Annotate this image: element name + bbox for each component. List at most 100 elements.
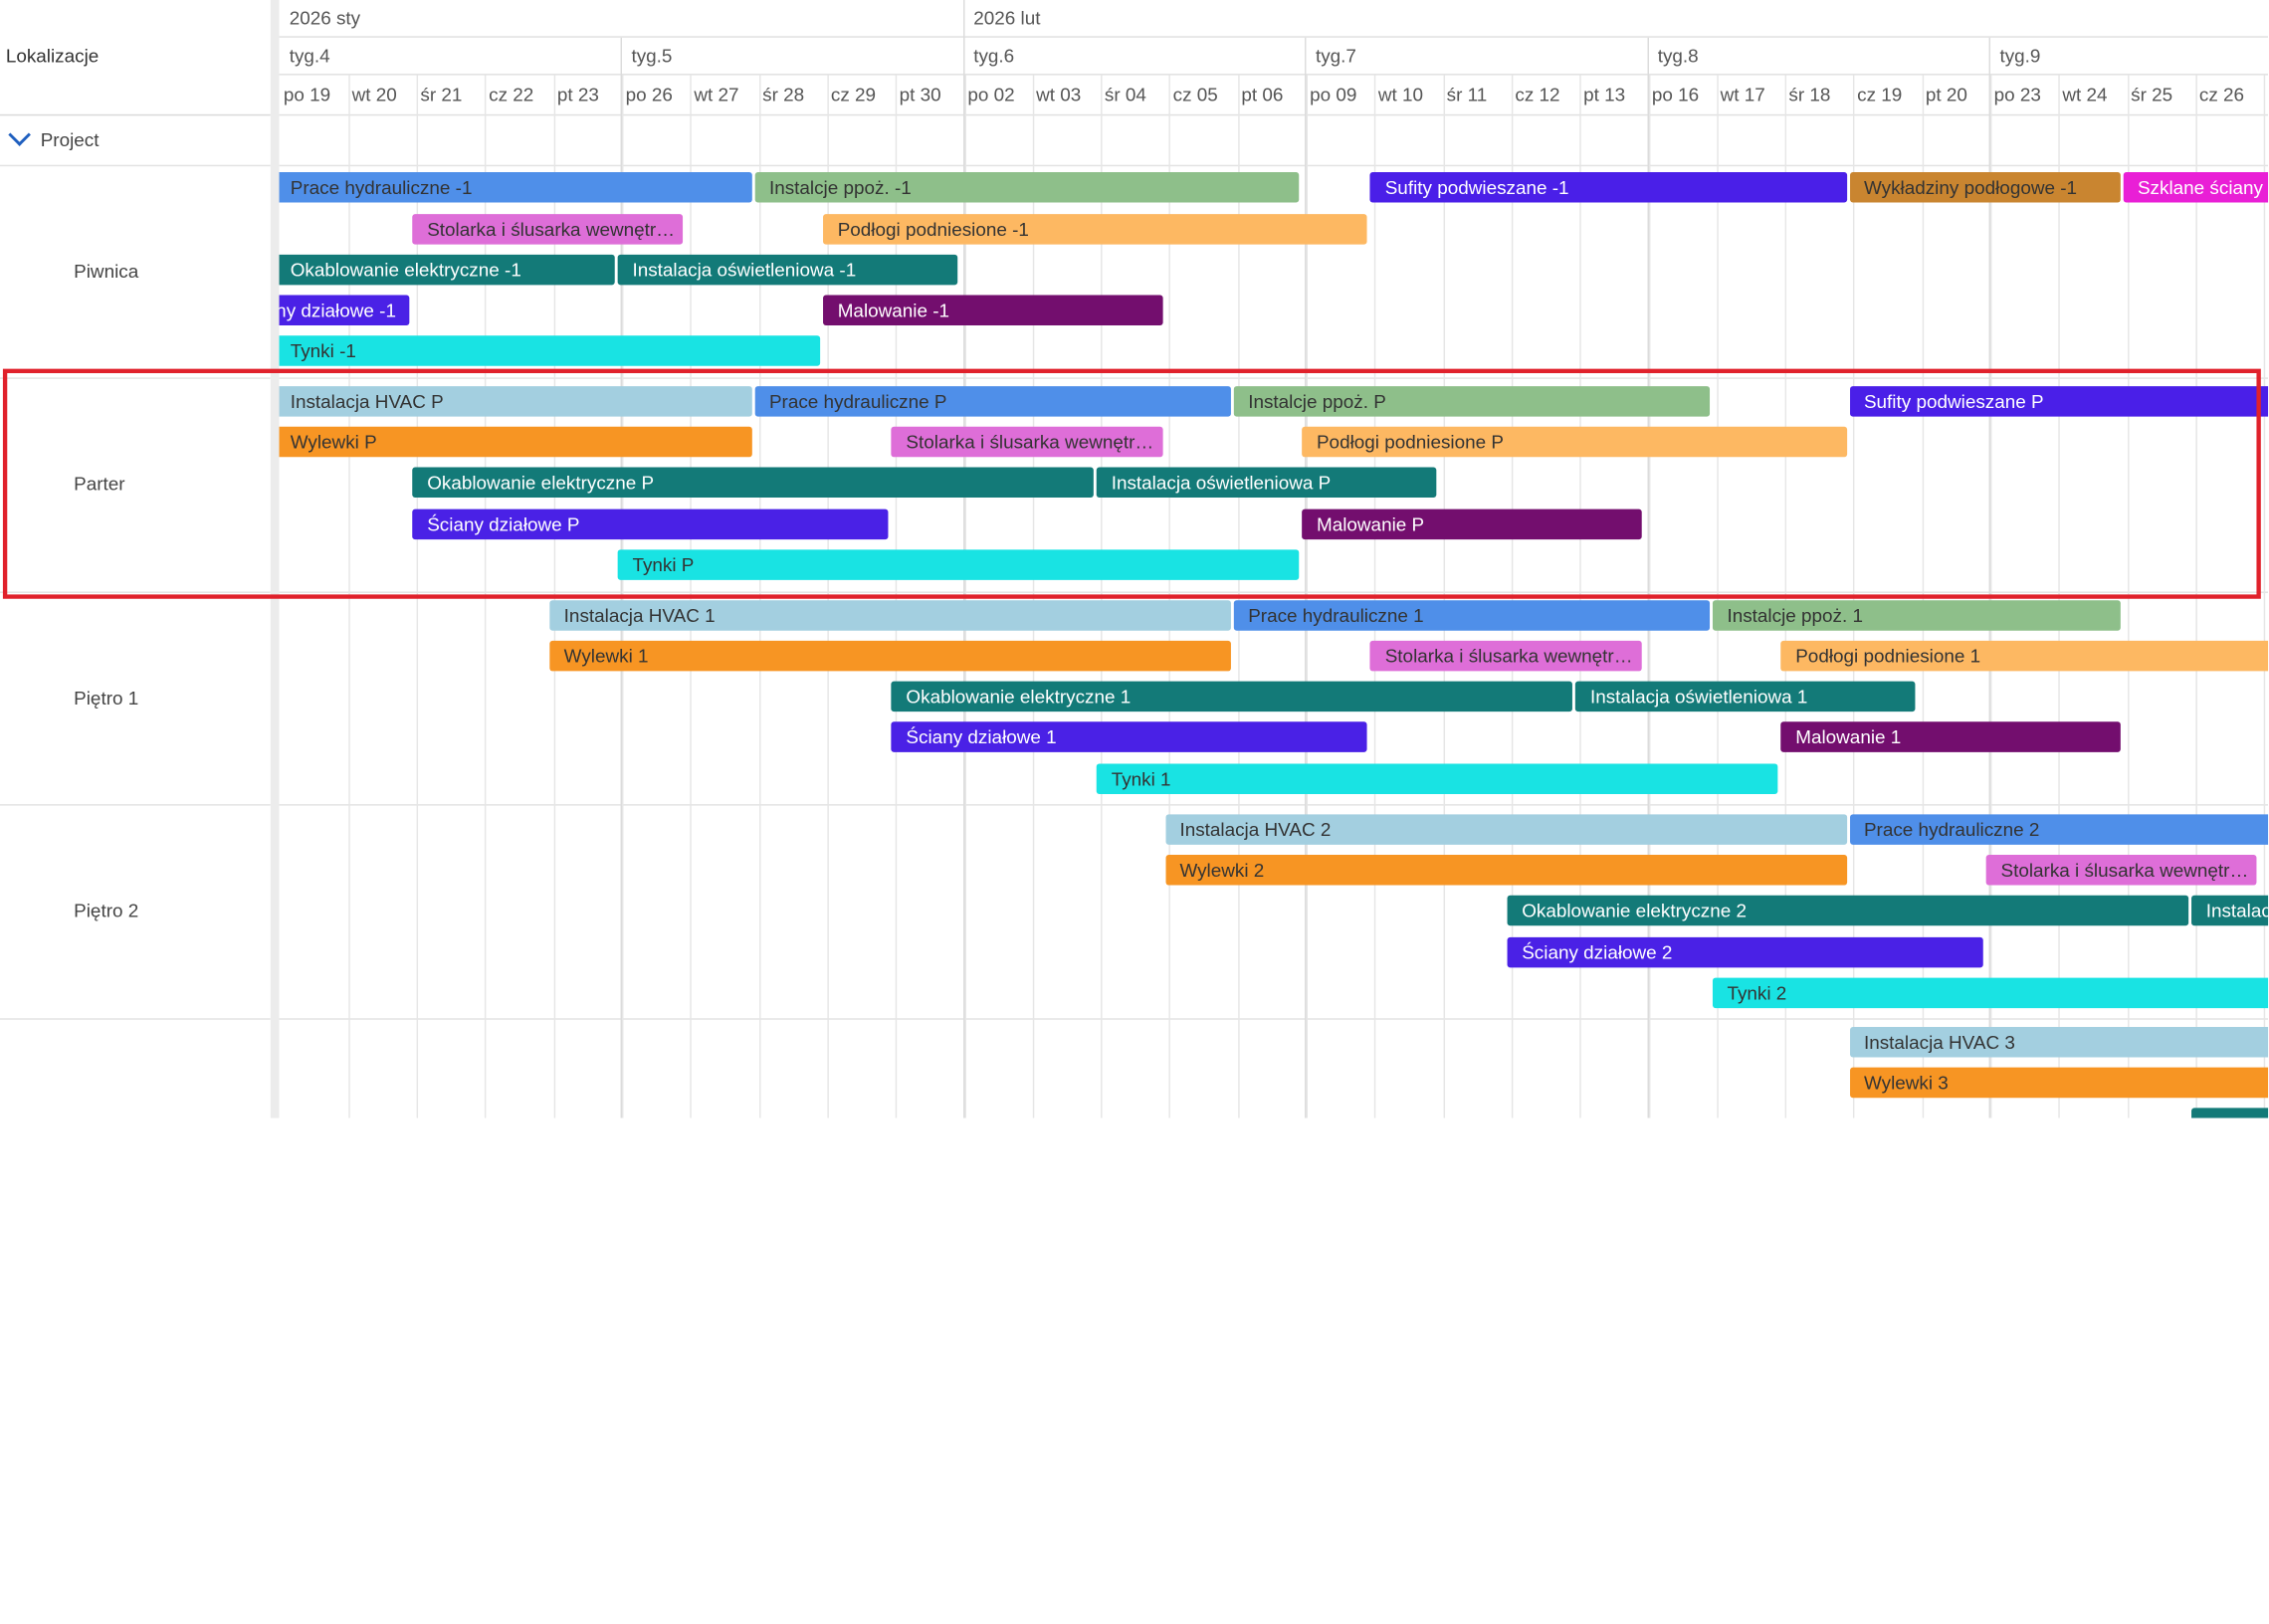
task-bar[interactable]: Prace hydrauliczne 1 — [1233, 600, 1710, 631]
day-gridline — [2264, 75, 2266, 1118]
day-label: pt 20 — [1925, 84, 1967, 106]
day-label: cz 19 — [1857, 84, 1903, 106]
day-label: pt 13 — [1583, 84, 1626, 106]
project-row[interactable]: Project — [0, 115, 271, 167]
task-bar[interactable]: Malowanie -1 — [823, 295, 1163, 326]
task-bar[interactable]: Podłogi podniesione P — [1302, 426, 1847, 458]
day-label: cz 12 — [1515, 84, 1560, 106]
task-bar[interactable]: Ściany działowe 1 — [891, 721, 1368, 752]
task-bar[interactable]: Ściany działowe 2 — [1507, 936, 1983, 968]
task-bar[interactable]: Okablowanie elektryczne P — [412, 467, 1095, 499]
chevron-down-icon[interactable] — [8, 123, 31, 146]
gantt-timeline[interactable]: po 19 wt 20 śr 21 cz 22 pt 23 po 26 wt 27 śr 28… — [279, 0, 2269, 1118]
task-bar[interactable]: Prace hydrauliczne -1 — [279, 171, 752, 203]
row-divider — [279, 591, 2269, 593]
day-label: śr 21 — [420, 84, 463, 106]
task-bar[interactable]: Instalacja oświetleniowa 2 — [2191, 895, 2269, 926]
day-label: śr 18 — [1788, 84, 1831, 106]
task-bar[interactable]: Instalacja oświetleniowa P — [1097, 467, 1437, 499]
task-bar[interactable]: Instalcje ppoż. -1 — [754, 171, 1300, 203]
week-label: tyg.5 — [631, 45, 673, 67]
location-label-pietro-2: Piętro 2 — [74, 900, 139, 921]
task-bar[interactable]: Tynki P — [617, 549, 1300, 580]
task-bar[interactable]: Malowanie P — [1302, 508, 1642, 540]
month-header-row — [279, 0, 2269, 38]
day-label: pt 30 — [899, 84, 941, 106]
day-label: po 26 — [625, 84, 673, 106]
day-label: po 23 — [1993, 84, 2041, 106]
day-label: cz 22 — [489, 84, 534, 106]
task-bar[interactable]: Stolarka i ślusarka wewnętrzna P — [891, 426, 1162, 458]
location-divider — [0, 591, 271, 593]
week-gridline — [1646, 37, 1649, 1118]
row-divider — [279, 1018, 2269, 1020]
task-bar[interactable]: ny działowe -1 — [279, 295, 410, 326]
task-bar[interactable]: Stolarka i ślusarka wewnętrzna 2 — [1985, 855, 2258, 886]
task-bar[interactable]: Tynki 2 — [1712, 977, 2269, 1009]
day-label: pt 06 — [1241, 84, 1284, 106]
location-label-piwnica: Piwnica — [74, 260, 139, 283]
task-bar[interactable]: Szklane ściany -1 — [2123, 171, 2269, 203]
day-label: po 19 — [283, 84, 331, 106]
row-divider — [279, 377, 2269, 379]
task-bar[interactable]: Wylewki 2 — [1164, 855, 1847, 886]
header-divider — [0, 113, 271, 116]
task-bar[interactable]: Instalcje ppoż. 1 — [1712, 600, 2121, 631]
day-label: wt 03 — [1036, 84, 1082, 106]
day-gridline — [2058, 75, 2061, 1118]
task-bar[interactable]: Instalacja oświetleniowa 1 — [1575, 681, 1916, 712]
task-bar[interactable]: Instalcje ppoż. P — [1233, 386, 1710, 417]
task-bar[interactable]: Okablowanie elektryczne 1 — [891, 681, 1573, 712]
task-bar[interactable]: Instalacja oświetleniowa -1 — [617, 254, 957, 286]
week-label: tyg.6 — [973, 45, 1015, 67]
task-bar[interactable]: Tynki -1 — [279, 335, 821, 366]
location-label-parter: Parter — [74, 473, 125, 496]
task-bar[interactable]: Podłogi podniesione 1 — [1780, 640, 2269, 672]
locations-panel: Lokalizacje Project Piwnica Parter Piętr… — [0, 0, 271, 1118]
task-bar[interactable]: Prace hydrauliczne 2 — [1849, 814, 2269, 845]
task-bar[interactable]: Sufity podwieszane -1 — [1370, 171, 1847, 203]
day-label: po 16 — [1651, 84, 1700, 106]
week-label: tyg.9 — [1999, 45, 2041, 67]
day-label: cz 26 — [2198, 84, 2245, 106]
day-label: pt 23 — [556, 84, 599, 106]
task-bar[interactable]: Instalacja HVAC 3 — [1849, 1026, 2269, 1058]
week-label: tyg.4 — [289, 45, 330, 67]
task-bar[interactable]: Malowanie 1 — [1780, 721, 2121, 752]
week-header-row — [279, 38, 2269, 76]
task-bar[interactable]: Podłogi podniesione -1 — [823, 214, 1368, 245]
day-gridline — [347, 75, 350, 1118]
task-bar[interactable]: Prace hydrauliczne P — [754, 386, 1231, 417]
month-label: 2026 sty — [289, 7, 361, 30]
task-bar[interactable]: Instalacja HVAC P — [279, 386, 752, 417]
task-bar[interactable]: Okablowanie elektryczne 2 — [1507, 895, 2189, 926]
task-bar[interactable]: Wykładziny podłogowe -1 — [1849, 171, 2121, 203]
task-bar[interactable]: Wylewki 3 — [1849, 1067, 2269, 1099]
day-label: śr 25 — [2131, 84, 2173, 106]
day-label: wt 24 — [2062, 84, 2108, 106]
week-gridline — [1305, 37, 1307, 1118]
day-gridline — [690, 75, 693, 1118]
task-bar[interactable]: Wylewki 1 — [549, 640, 1231, 672]
panel-splitter[interactable] — [270, 0, 280, 1118]
day-label: śr 28 — [762, 84, 805, 106]
task-bar[interactable] — [2191, 1108, 2269, 1118]
task-bar[interactable]: Wylewki P — [279, 426, 752, 458]
task-bar[interactable]: Sufity podwieszane P — [1849, 386, 2269, 417]
month-label: 2026 lut — [973, 7, 1041, 30]
task-bar[interactable]: Okablowanie elektryczne -1 — [279, 254, 616, 286]
week-label: tyg.7 — [1315, 45, 1356, 67]
task-bar[interactable]: Instalacja HVAC 1 — [549, 600, 1231, 631]
task-bar[interactable]: Stolarka i ślusarka wewnętrzna -1 — [412, 214, 684, 245]
task-bar[interactable]: Instalacja HVAC 2 — [1164, 814, 1847, 845]
task-bar[interactable]: Stolarka i ślusarka wewnętrzna 1 — [1370, 640, 1642, 672]
day-label: śr 04 — [1104, 84, 1146, 106]
day-label: cz 29 — [830, 84, 877, 106]
task-bar[interactable]: Tynki 1 — [1097, 763, 1778, 794]
location-divider — [0, 804, 271, 806]
row-divider — [279, 164, 2269, 167]
task-bar[interactable]: Ściany działowe P — [412, 508, 889, 540]
day-gridline — [2195, 75, 2197, 1118]
project-label: Project — [40, 128, 100, 151]
day-label: po 02 — [967, 84, 1015, 106]
